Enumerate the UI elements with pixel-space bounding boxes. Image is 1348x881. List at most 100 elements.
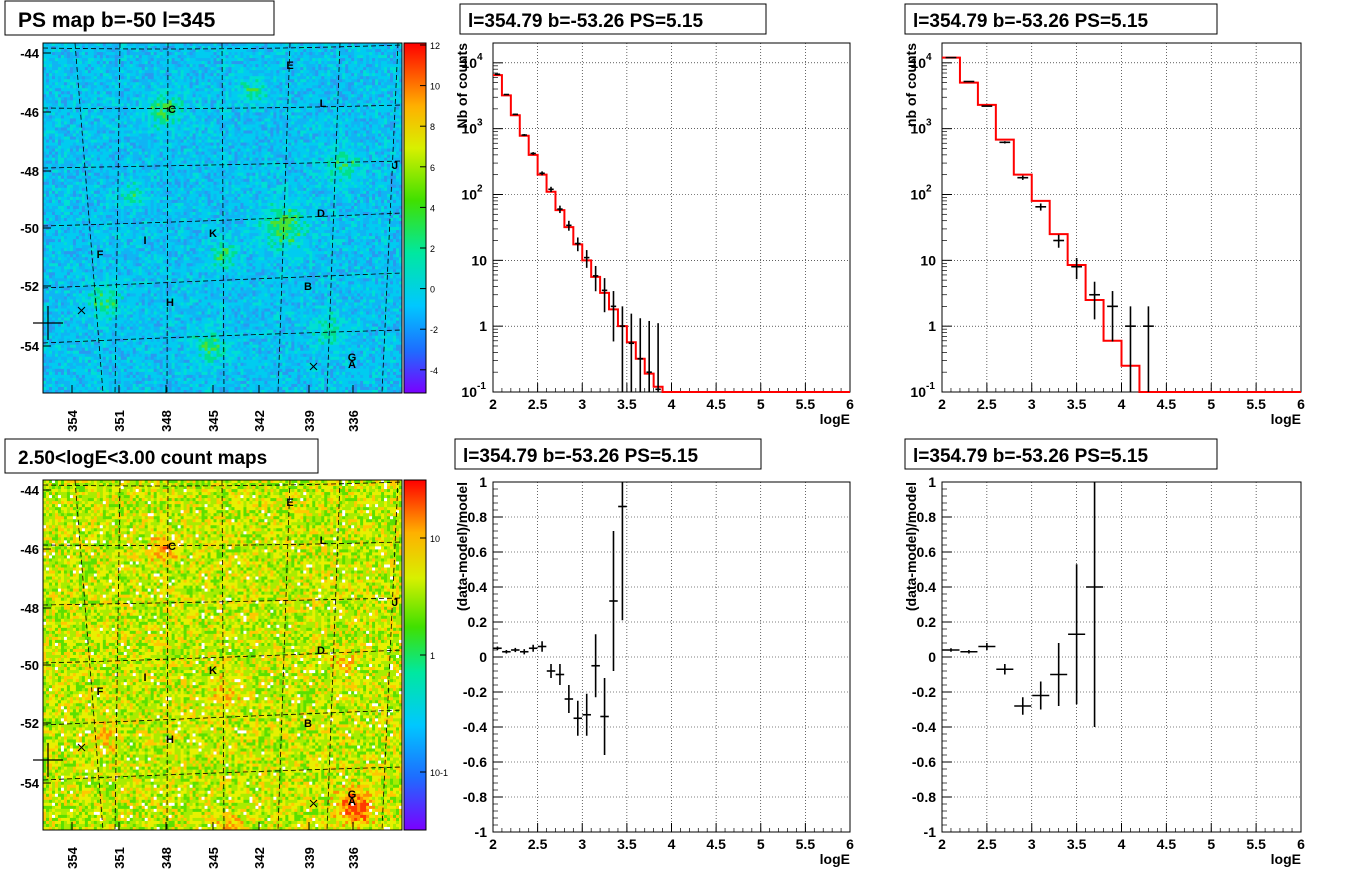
- source-label-i: I: [143, 235, 146, 247]
- y-tick-label: 0.4: [468, 579, 488, 595]
- map-x-tick-label: 351: [112, 410, 127, 432]
- map-x-tick-label: 345: [206, 410, 221, 432]
- map-y-tick-label: -54: [20, 339, 40, 354]
- y-tick-label: -1: [924, 824, 937, 840]
- top-colorbar-tick-label: 4: [430, 203, 435, 213]
- map-x-tick-label: 342: [252, 410, 267, 432]
- y-tick-label: 1: [928, 474, 936, 490]
- top-colorbar-tick-label: 12: [430, 41, 440, 51]
- map-x-tick-label: 339: [302, 847, 317, 869]
- map-x-tick-label: 336: [346, 410, 361, 432]
- x-tick-label: 5: [757, 396, 765, 412]
- map-y-tick-label: -48: [20, 164, 39, 179]
- x-tick-label: 2: [938, 836, 946, 852]
- y-tick-label: 1: [479, 318, 487, 334]
- bottom-colorbar-tick-label: 1: [430, 651, 435, 661]
- source-label-e: E: [286, 60, 293, 72]
- y-tick-label: 10: [461, 186, 477, 202]
- source-label-c: C: [168, 104, 176, 116]
- x-axis-label: logE: [1271, 851, 1301, 867]
- bottom-map-panel: 2.50<logE<3.00 count maps -44-46-48-50-5…: [5, 439, 448, 869]
- y-axis-label: nb of counts: [903, 43, 919, 127]
- source-label-b: B: [304, 281, 312, 293]
- map-x-tick-label: 348: [159, 847, 174, 869]
- x-tick-label: 2: [489, 836, 497, 852]
- x-axis-label: logE: [1271, 411, 1301, 427]
- x-tick-label: 5: [1207, 396, 1215, 412]
- source-label-l: L: [320, 535, 327, 547]
- top-colorbar-tick-label: -2: [430, 325, 438, 335]
- y-tick-label: 10: [461, 384, 477, 400]
- x-tick-label: 4: [668, 836, 676, 852]
- source-label-a: A: [348, 359, 356, 371]
- source-label-k: K: [209, 665, 217, 677]
- x-axis-label: logE: [820, 411, 850, 427]
- map-y-tick-label: -52: [20, 279, 39, 294]
- x-tick-label: 3: [1028, 396, 1036, 412]
- y-tick-label: 0.6: [917, 544, 937, 560]
- x-tick-label: 5.5: [796, 396, 816, 412]
- y-tick-label: 0: [928, 649, 936, 665]
- source-label-d: D: [317, 208, 325, 220]
- x-tick-label: 2.5: [528, 396, 548, 412]
- x-tick-label: 3.5: [617, 396, 637, 412]
- map-y-tick-label: -46: [20, 105, 39, 120]
- y-axis-label: (data-model)/model: [903, 482, 919, 611]
- x-tick-label: 3.5: [617, 836, 637, 852]
- source-label-f: F: [97, 249, 104, 261]
- y-tick-label: 1: [928, 318, 936, 334]
- x-tick-label: 4: [1118, 836, 1126, 852]
- x-tick-label: 3.5: [1067, 396, 1087, 412]
- bottom-map-title: 2.50<logE<3.00 count maps: [18, 448, 267, 469]
- plot-title: l=354.79 b=-53.26 PS=5.15: [913, 11, 1148, 32]
- x-tick-label: 2.5: [528, 836, 548, 852]
- y-tick-label: -0.8: [463, 789, 487, 805]
- source-label-c: C: [168, 541, 176, 553]
- top-colorbar-tick-label: 6: [430, 163, 435, 173]
- map-y-tick-label: -46: [20, 542, 39, 557]
- spectrum-plots: l=354.79 b=-53.26 PS=5.15 2 2.5 3 3.5 4 4.5 5 5.…: [454, 4, 1305, 867]
- plot-title: l=354.79 b=-53.26 PS=5.15: [468, 11, 703, 32]
- x-tick-label: 6: [846, 396, 854, 412]
- map-x-tick-label: 345: [206, 847, 221, 869]
- top-map-colorbar: [404, 43, 426, 393]
- x-tick-label: 5: [757, 836, 765, 852]
- map-y-tick-label: -44: [20, 46, 40, 61]
- y-tick-label: -0.2: [463, 684, 487, 700]
- y-tick-exponent: 2: [477, 183, 483, 194]
- map-x-tick-label: 342: [252, 847, 267, 869]
- y-tick-label: 10: [910, 186, 926, 202]
- x-tick-label: 4: [1118, 396, 1126, 412]
- y-tick-label: -0.6: [912, 754, 936, 770]
- x-tick-label: 4.5: [1157, 396, 1177, 412]
- y-tick-label: -0.4: [912, 719, 936, 735]
- y-tick-label: -0.8: [912, 789, 936, 805]
- x-tick-label: 4.5: [706, 836, 726, 852]
- source-label-j: J: [392, 160, 398, 172]
- x-tick-label: 5.5: [1246, 396, 1266, 412]
- y-tick-label: 0.2: [468, 614, 488, 630]
- map-x-tick-label: 354: [65, 409, 80, 431]
- x-tick-label: 4: [668, 396, 676, 412]
- x-axis-label: logE: [820, 851, 850, 867]
- map-y-tick-label: -54: [20, 776, 40, 791]
- y-tick-exponent: 3: [477, 118, 483, 129]
- y-tick-label: -0.6: [463, 754, 487, 770]
- x-tick-label: 2.5: [977, 836, 997, 852]
- source-label-h: H: [166, 734, 174, 746]
- source-label-i: I: [143, 672, 146, 684]
- plot-title: l=354.79 b=-53.26 PS=5.15: [913, 446, 1148, 467]
- x-tick-label: 6: [1297, 396, 1305, 412]
- source-label-f: F: [97, 686, 104, 698]
- y-tick-label: 1: [479, 474, 487, 490]
- x-tick-label: 4.5: [1157, 836, 1177, 852]
- source-label-a: A: [348, 796, 356, 808]
- x-tick-label: 3: [578, 836, 586, 852]
- top-map-title: PS map b=-50 l=345: [18, 9, 216, 32]
